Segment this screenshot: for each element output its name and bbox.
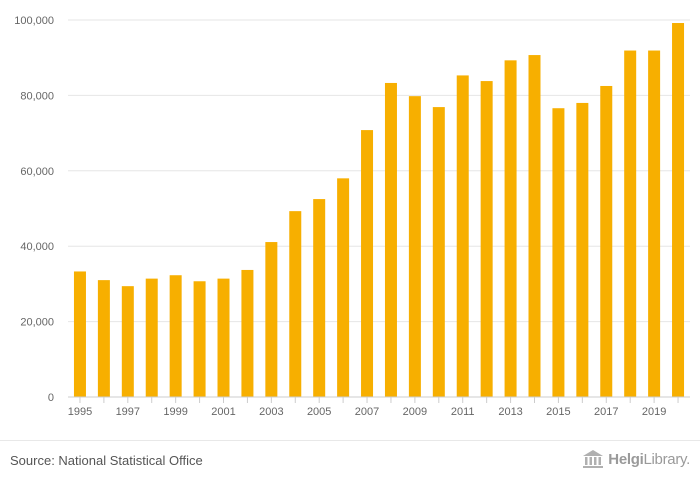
- bar-2011[interactable]: [456, 75, 469, 397]
- bar-2017[interactable]: [600, 85, 613, 397]
- chart-footer: Source: National Statistical Office Helg…: [0, 440, 700, 483]
- x-tick-label: 2013: [498, 406, 522, 418]
- y-tick-label: 80,000: [20, 90, 54, 102]
- bar-2008[interactable]: [384, 82, 397, 398]
- bar-2007[interactable]: [361, 130, 374, 398]
- y-tick-label: 20,000: [20, 317, 54, 329]
- x-tick-label: 2001: [211, 406, 235, 418]
- bar-2006[interactable]: [337, 178, 350, 397]
- y-tick-label: 100,000: [14, 15, 54, 27]
- bar-2013[interactable]: [504, 60, 517, 398]
- bar-1997[interactable]: [121, 286, 134, 397]
- bar-2019[interactable]: [648, 50, 661, 398]
- x-tick-label: 1995: [68, 406, 92, 418]
- x-axis-ticks: [79, 397, 679, 403]
- bar-2015[interactable]: [552, 108, 565, 397]
- x-axis-labels: 1995 1997 1999 2001 2003 2005 2007 2009 2011 2013…: [68, 406, 667, 418]
- x-tick-label: 2017: [594, 406, 618, 418]
- source-note: Source: National Statistical Office: [10, 453, 203, 468]
- x-tick-label: 2009: [403, 406, 427, 418]
- bar-1996[interactable]: [97, 280, 110, 397]
- bar-2005[interactable]: [313, 199, 326, 397]
- x-tick-label: 1997: [116, 406, 140, 418]
- x-tick-label: 2007: [355, 406, 379, 418]
- bar-2010[interactable]: [432, 107, 445, 397]
- brand-logo[interactable]: HelgiLibrary.: [582, 449, 690, 469]
- bars: [73, 23, 685, 398]
- x-tick-label: 2011: [451, 406, 475, 418]
- bar-1995[interactable]: [73, 271, 86, 397]
- x-tick-label: 2003: [259, 406, 283, 418]
- y-tick-label: 0: [48, 392, 54, 404]
- bar-2018[interactable]: [624, 50, 637, 398]
- x-tick-label: 2015: [546, 406, 570, 418]
- y-axis-labels: 0 20,000 40,000 60,000 80,000 100,000: [14, 15, 54, 404]
- y-tick-label: 60,000: [20, 166, 54, 178]
- bar-2003[interactable]: [265, 242, 278, 397]
- bar-2004[interactable]: [289, 211, 302, 397]
- bar-2009[interactable]: [408, 96, 421, 398]
- bar-1998[interactable]: [145, 278, 158, 397]
- bar-2001[interactable]: [217, 278, 230, 397]
- x-tick-label: 1999: [163, 406, 187, 418]
- library-building-icon: [583, 450, 604, 468]
- x-tick-label: 2019: [642, 406, 666, 418]
- x-tick-label: 2005: [307, 406, 331, 418]
- bar-2002[interactable]: [241, 269, 254, 397]
- y-tick-label: 40,000: [20, 241, 54, 253]
- bar-2020[interactable]: [672, 23, 685, 398]
- bar-2000[interactable]: [193, 281, 206, 397]
- bar-1999[interactable]: [169, 275, 182, 397]
- bar-2014[interactable]: [528, 55, 541, 397]
- bar-2016[interactable]: [576, 102, 589, 397]
- gridlines: [68, 19, 690, 323]
- bar-2012[interactable]: [480, 81, 493, 397]
- brand-name: HelgiLibrary.: [608, 450, 690, 468]
